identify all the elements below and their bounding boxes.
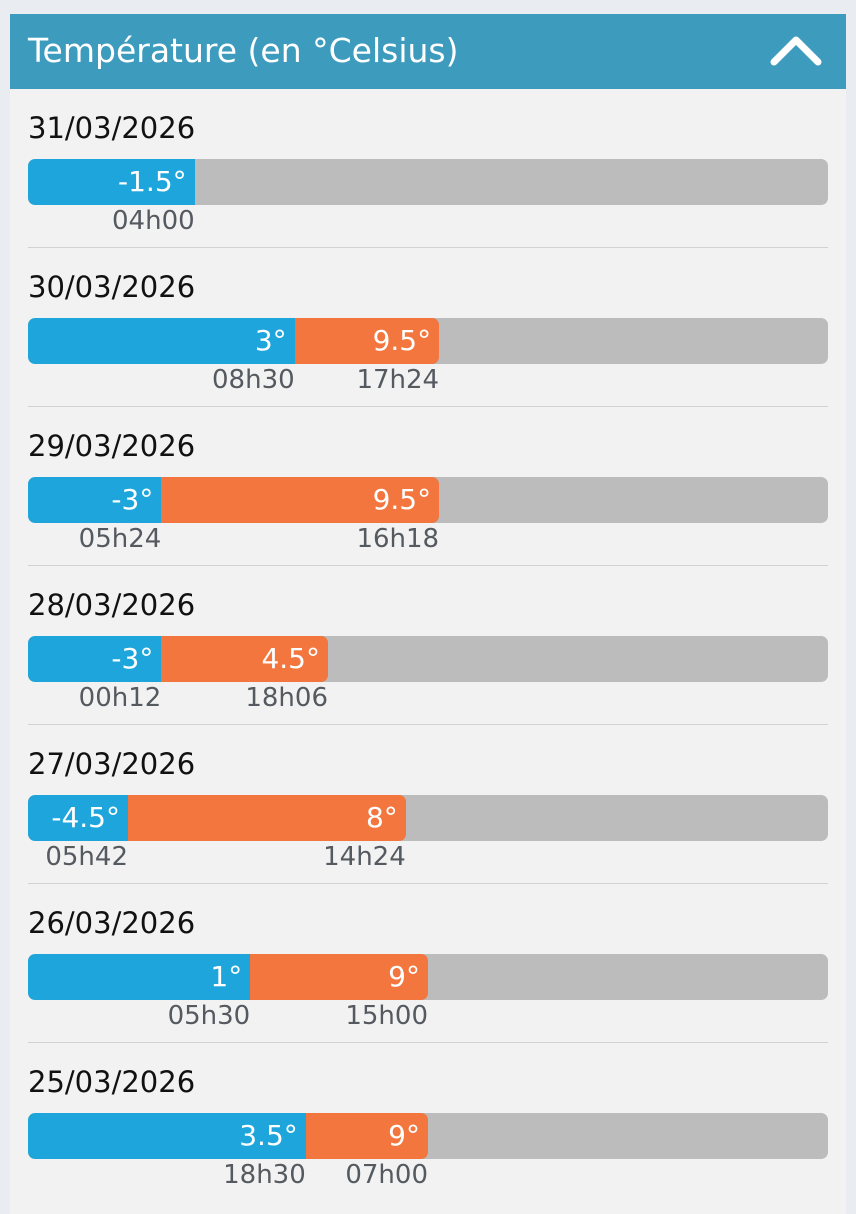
row-divider: [28, 1042, 828, 1043]
day-row: 26/03/2026 1° 9° 05h30 15h00: [10, 884, 846, 1043]
max-temp-segment: 4.5°: [161, 636, 328, 682]
day-date: 28/03/2026: [28, 588, 196, 622]
max-temp-time: 14h24: [323, 842, 406, 872]
max-temp-segment: 8°: [128, 795, 406, 841]
temperature-bar: 3° 9.5°: [28, 318, 828, 364]
min-temp-time: 04h00: [112, 206, 195, 236]
min-temp-segment: -1.5°: [28, 159, 195, 205]
max-temp-time: 07h00: [345, 1160, 428, 1190]
min-temp-time: 08h30: [212, 365, 295, 395]
max-temp-segment: 9.5°: [294, 318, 440, 364]
temperature-bar: 1° 9°: [28, 954, 828, 1000]
temperature-bar: -4.5° 8°: [28, 795, 828, 841]
min-temp-time: 00h12: [78, 683, 162, 713]
day-date: 30/03/2026: [28, 270, 196, 304]
min-temp-segment: 3°: [28, 318, 295, 364]
temperature-bar: -1.5°: [28, 159, 828, 205]
min-temp-time: 05h24: [78, 524, 162, 554]
collapse-button[interactable]: [766, 24, 826, 76]
max-temp-segment: 9°: [250, 954, 428, 1000]
panel-title: Température (en °Celsius): [28, 31, 459, 70]
min-temp-segment: 1°: [28, 954, 251, 1000]
day-row: 27/03/2026 -4.5° 8° 05h42 14h24: [10, 725, 846, 884]
day-row: 31/03/2026 -1.5° 04h00: [10, 89, 846, 248]
min-temp-time: 05h30: [167, 1001, 251, 1031]
day-row: 29/03/2026 -3° 9.5° 05h24 16h18: [10, 407, 846, 566]
day-date: 29/03/2026: [28, 429, 196, 463]
day-row: 25/03/2026 3.5° 9° 18h30 07h00: [10, 1043, 846, 1202]
day-date: 31/03/2026: [28, 111, 196, 145]
min-temp-time: 05h42: [45, 842, 128, 872]
min-temp-segment: 3.5°: [28, 1113, 306, 1159]
min-temp-segment: -4.5°: [28, 795, 128, 841]
max-temp-time: 15h00: [345, 1001, 428, 1031]
day-date: 27/03/2026: [28, 747, 196, 781]
day-date: 25/03/2026: [28, 1065, 196, 1099]
max-temp-segment: 9°: [305, 1113, 428, 1159]
day-date: 26/03/2026: [28, 906, 196, 940]
temperature-bar: -3° 4.5°: [28, 636, 828, 682]
row-divider: [28, 565, 828, 566]
min-temp-segment: -3°: [28, 477, 162, 523]
panel-header[interactable]: Température (en °Celsius): [10, 14, 846, 89]
max-temp-time: 17h24: [356, 365, 440, 395]
row-divider: [28, 406, 828, 407]
max-temp-segment: 9.5°: [161, 477, 440, 523]
temperature-bar: 3.5° 9°: [28, 1113, 828, 1159]
max-temp-time: 18h06: [245, 683, 328, 713]
max-temp-time: 16h18: [356, 524, 440, 554]
day-row: 28/03/2026 -3° 4.5° 00h12 18h06: [10, 566, 846, 725]
min-temp-segment: -3°: [28, 636, 162, 682]
temperature-panel: Température (en °Celsius) 31/03/2026 -1.5…: [10, 14, 846, 1214]
row-divider: [28, 724, 828, 725]
chevron-up-icon: [770, 36, 822, 66]
row-divider: [28, 247, 828, 248]
temperature-bar: -3° 9.5°: [28, 477, 828, 523]
day-row: 30/03/2026 3° 9.5° 08h30 17h24: [10, 248, 846, 407]
row-divider: [28, 883, 828, 884]
min-temp-time: 18h30: [223, 1160, 306, 1190]
